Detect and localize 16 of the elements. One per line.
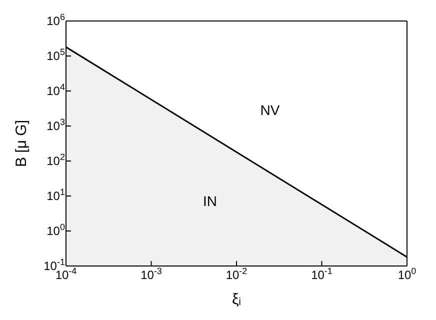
y-tick-label: 10$^{5}$ bbox=[46, 47, 65, 63]
x-axis-title: ξᵢ bbox=[232, 291, 242, 308]
x-tick-label: 10$^{-2}$ bbox=[226, 266, 248, 282]
y-tick-label: 10$^{1}$ bbox=[46, 187, 65, 203]
annotation: IN bbox=[203, 193, 217, 209]
y-tick-label: 10$^{3}$ bbox=[46, 117, 65, 133]
annotation: NV bbox=[260, 102, 280, 118]
x-tick-label: 10$^{-4}$ bbox=[55, 266, 77, 282]
x-tick-label: 10$^{-1}$ bbox=[311, 266, 332, 282]
x-tick-label: 10$^{-3}$ bbox=[140, 266, 162, 282]
y-tick-label: 10$^{4}$ bbox=[46, 82, 65, 98]
x-tick-label: 10$^{0}$ bbox=[398, 266, 416, 282]
y-axis-title: B [μ G] bbox=[13, 120, 30, 167]
y-tick-label: 10$^{6}$ bbox=[46, 12, 65, 28]
y-tick-label: 10$^{2}$ bbox=[46, 152, 65, 168]
y-tick-label: 10$^{0}$ bbox=[46, 222, 65, 238]
